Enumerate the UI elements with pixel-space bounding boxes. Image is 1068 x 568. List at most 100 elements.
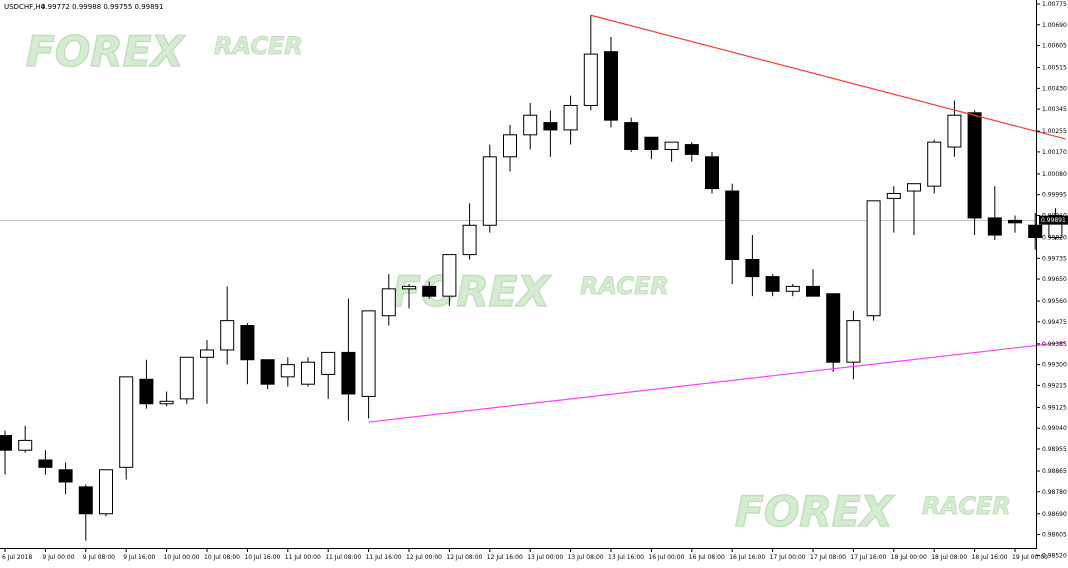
time-tick-label: 12 Jul 00:00 [406, 554, 442, 561]
candle-body-bull [583, 53, 598, 106]
time-tick-label: 9 Jul 00:00 [42, 554, 74, 561]
time-axis[interactable]: 6 Jul 2018 9 Jul 00:00 9 Jul 08:00 9 Jul 16… [2, 548, 1048, 561]
candle-body-bull [523, 114, 538, 136]
trendlines-group[interactable] [368, 14, 1066, 423]
candle-body-bull [301, 361, 315, 385]
candle-body-bear [543, 122, 558, 131]
candle-body-bull [200, 349, 214, 358]
lower-trendline[interactable] [368, 341, 1066, 423]
candle [240, 323, 255, 385]
candle [886, 186, 901, 233]
candle-body-bull [361, 310, 376, 397]
candle-body-bull [402, 285, 416, 290]
candle-body-bull [907, 183, 921, 192]
time-tick-label: 17 Jul 08:00 [810, 554, 846, 561]
time-tick-label: 9 Jul 08:00 [83, 554, 115, 561]
candle-body-bear [1028, 224, 1043, 238]
symbol-timeframe-label: USDCHF,H4 [4, 3, 46, 11]
candle [967, 110, 982, 236]
price-tick-label: 0.99300 [1042, 362, 1067, 369]
candle-body-bear [341, 351, 356, 395]
time-tick-label: 16 Jul 08:00 [689, 554, 725, 561]
time-tick-label: 13 Jul 16:00 [608, 554, 644, 561]
candle [220, 286, 235, 365]
time-tick-label: 16 Jul 16:00 [729, 554, 765, 561]
candle [462, 203, 477, 260]
candle [523, 103, 538, 150]
current-price-tag-bg [1039, 215, 1068, 225]
candle-body-bull [886, 192, 901, 199]
price-tick-label: 0.99560 [1042, 298, 1067, 305]
candle-body-bull [321, 351, 336, 375]
candle [785, 283, 800, 297]
candle-body-bear [967, 112, 982, 219]
candle [826, 293, 841, 372]
candle-body-bear [765, 276, 780, 292]
candle-body-bear [58, 469, 73, 483]
price-tick-label: 1.00170 [1042, 149, 1067, 156]
price-tick-label: 0.99125 [1042, 404, 1067, 411]
time-tick-label: 11 Jul 08:00 [325, 554, 361, 561]
candle [604, 37, 618, 128]
candle [341, 298, 356, 421]
candle-body-bull [179, 356, 194, 400]
price-tick-label: 1.00690 [1042, 22, 1067, 29]
upper-trendline[interactable] [590, 14, 1066, 140]
time-tick-label: 10 Jul 16:00 [244, 554, 280, 561]
candle [179, 356, 194, 404]
candle [927, 139, 942, 194]
price-tick-label: 0.99820 [1042, 234, 1067, 241]
watermark-group: FOREX RACER FOREX RACER FOREX RACER [25, 26, 1011, 537]
price-tick-label: 1.00605 [1042, 43, 1067, 50]
price-tick-label: 0.98520 [1042, 552, 1067, 559]
candle-body-bear [1008, 219, 1022, 224]
time-tick-label: 13 Jul 00:00 [527, 554, 563, 561]
time-tick-label: 12 Jul 16:00 [487, 554, 523, 561]
candle [139, 359, 154, 409]
candle [280, 357, 295, 387]
current-price-label: 0.99891 [1041, 217, 1066, 224]
candle-body-bear [806, 285, 820, 297]
candle [1008, 215, 1022, 233]
candle [503, 125, 517, 172]
candle-body-bear [624, 122, 639, 150]
watermark-brand-small: RACER [580, 272, 669, 300]
time-tick-label: 12 Jul 08:00 [446, 554, 482, 561]
price-tick-label: 0.99040 [1042, 425, 1067, 432]
candle-body-bear [644, 136, 659, 150]
price-tick-label: 1.00345 [1042, 106, 1067, 113]
price-tick-label: 0.98865 [1042, 468, 1067, 475]
time-tick-label: 16 Jul 00:00 [648, 554, 684, 561]
candle [765, 274, 780, 297]
candle-body-bear [604, 51, 618, 121]
time-tick-label: 18 Jul 16:00 [972, 554, 1008, 561]
price-tick-label: 1.00775 [1042, 1, 1067, 8]
price-axis[interactable]: 1.00775 1.00690 1.00605 1.00515 1.00430 1.003… [1036, 1, 1067, 559]
candle-body-bull [381, 288, 396, 317]
candle-body-bear [987, 217, 1002, 236]
price-tick-label: 0.99385 [1042, 341, 1067, 348]
candle [159, 391, 174, 407]
price-tick-label: 0.99475 [1042, 319, 1067, 326]
candle [543, 110, 558, 157]
watermark-top-left: FOREX RACER [25, 26, 303, 77]
candle [119, 376, 134, 480]
candle [99, 469, 113, 517]
candle [806, 269, 820, 297]
watermark-center: FOREX RACER [391, 266, 669, 317]
candle-body-bull [280, 364, 295, 378]
candle-body-bull [866, 200, 881, 317]
candle-body-bear [240, 325, 255, 361]
candle [78, 484, 93, 541]
time-tick-label: 17 Jul 00:00 [770, 554, 806, 561]
price-tick-label: 1.00515 [1042, 65, 1067, 72]
candle-body-bull [947, 114, 962, 148]
candle [321, 351, 336, 399]
price-tick-label: 0.98690 [1042, 511, 1067, 518]
time-tick-label: 19 Jul 00:00 [1012, 554, 1048, 561]
watermark-brand-big: FOREX [392, 267, 552, 316]
candle [705, 151, 719, 194]
candle-body-bear [260, 359, 275, 385]
